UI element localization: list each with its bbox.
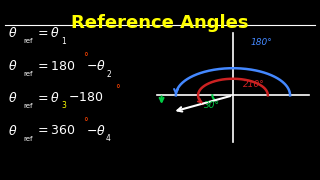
Text: ref: ref (23, 38, 32, 44)
Text: $-180$: $-180$ (68, 91, 103, 104)
Text: $= \theta$: $= \theta$ (35, 26, 60, 40)
Text: ref: ref (23, 71, 32, 77)
Text: 1: 1 (62, 37, 67, 46)
Text: 210°: 210° (243, 80, 264, 89)
Text: $\theta$: $\theta$ (8, 26, 17, 40)
Text: Reference Angles: Reference Angles (71, 14, 249, 32)
Text: $\theta$: $\theta$ (8, 124, 17, 138)
Text: °: ° (116, 84, 120, 94)
Text: 3: 3 (62, 102, 67, 111)
Text: $= 180$: $= 180$ (35, 60, 75, 73)
Text: $-\theta$: $-\theta$ (86, 124, 106, 138)
Text: 4: 4 (106, 134, 111, 143)
Text: °: ° (83, 117, 88, 127)
Text: $= \theta$: $= \theta$ (35, 91, 60, 105)
Text: °: ° (83, 52, 88, 62)
Text: ref: ref (23, 136, 32, 142)
Text: $\theta$: $\theta$ (8, 91, 17, 105)
Text: $\theta$: $\theta$ (8, 59, 17, 73)
Text: ref: ref (23, 103, 32, 109)
Text: 180°: 180° (251, 38, 272, 47)
Text: $= 360$: $= 360$ (35, 124, 75, 137)
Text: 30°: 30° (204, 102, 220, 111)
Text: 2: 2 (106, 69, 111, 78)
Text: $-\theta$: $-\theta$ (86, 59, 106, 73)
